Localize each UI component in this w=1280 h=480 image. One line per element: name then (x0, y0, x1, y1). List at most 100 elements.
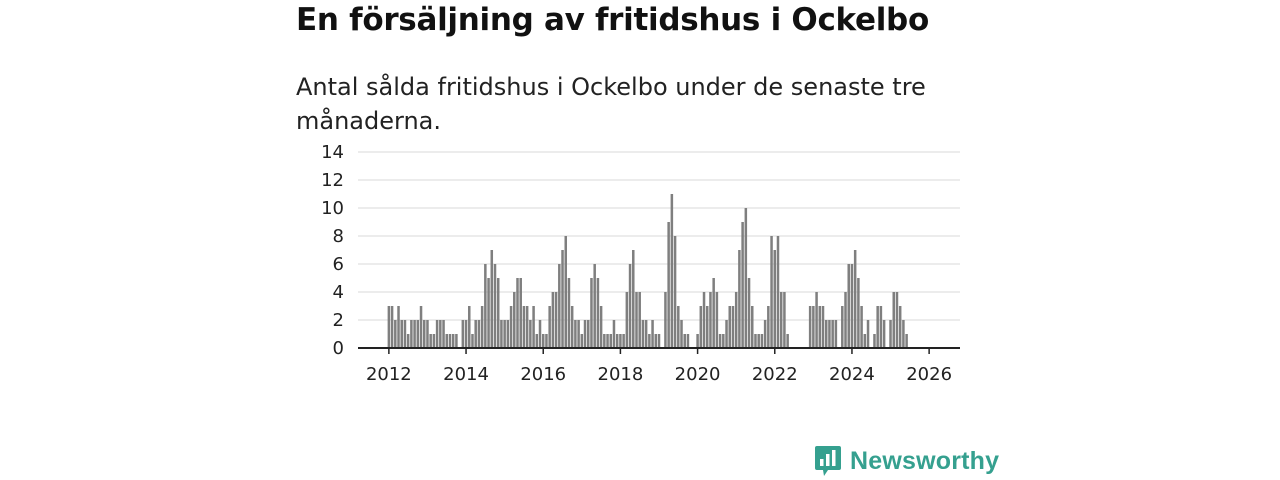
bar (535, 334, 539, 348)
bar (841, 306, 844, 348)
bar (699, 306, 703, 348)
bar (725, 320, 728, 348)
bar (416, 320, 420, 348)
y-tick-label: 10 (321, 198, 344, 219)
bar (628, 264, 632, 348)
bar (455, 334, 458, 348)
bar (783, 292, 786, 348)
bar (442, 320, 445, 348)
bar (905, 334, 908, 348)
bar (519, 278, 522, 348)
bar (394, 320, 397, 348)
bar (831, 320, 834, 348)
bar (493, 264, 497, 348)
bar (863, 334, 867, 348)
bar (564, 236, 567, 348)
bar (763, 320, 767, 348)
bar (609, 334, 613, 348)
x-tick-label: 2012 (366, 364, 412, 385)
bar (670, 194, 674, 348)
bar (406, 334, 410, 348)
chart-subtitle: Antal sålda fritidshus i Ockelbo under d… (296, 73, 926, 135)
bar (403, 320, 407, 348)
bar (596, 278, 600, 348)
bar (554, 292, 558, 348)
newsworthy-logo-icon (815, 446, 841, 476)
bar (847, 264, 850, 348)
bar (477, 320, 481, 348)
bar (480, 306, 484, 348)
bar (728, 306, 731, 348)
bar (657, 334, 661, 348)
bar (738, 250, 741, 348)
bar (513, 292, 516, 348)
x-tick-label: 2024 (829, 364, 875, 385)
y-tick-label: 12 (321, 170, 344, 191)
bar (747, 278, 751, 348)
bar (545, 334, 548, 348)
bar (635, 292, 638, 348)
bar (757, 334, 760, 348)
bar (828, 320, 831, 348)
bar (882, 320, 886, 348)
y-tick-label: 14 (321, 142, 344, 163)
bar (770, 236, 773, 348)
bar (873, 334, 876, 348)
bar (484, 264, 487, 348)
bar (451, 334, 455, 348)
grid-lines (358, 151, 960, 321)
bar (651, 320, 654, 348)
bar (612, 320, 616, 348)
bar-series (387, 194, 908, 348)
bar (879, 306, 883, 348)
bar (815, 292, 818, 348)
bar (538, 320, 542, 348)
bar (516, 278, 519, 348)
bar (664, 292, 667, 348)
bar (850, 264, 854, 348)
bar (718, 334, 722, 348)
bar (590, 278, 593, 348)
bar (471, 334, 474, 348)
bar (599, 306, 603, 348)
bar (760, 334, 764, 348)
bar (397, 306, 400, 348)
bar (731, 306, 735, 348)
bar (860, 306, 863, 348)
y-tick-label: 4 (333, 282, 344, 303)
bar (558, 264, 561, 348)
x-tick-label: 2020 (675, 364, 721, 385)
bar (500, 320, 503, 348)
bar (577, 320, 580, 348)
bar (644, 320, 648, 348)
y-tick-label: 2 (333, 310, 344, 331)
bar (821, 306, 825, 348)
bar (426, 320, 429, 348)
bar (435, 320, 439, 348)
bar (824, 320, 828, 348)
bar (638, 292, 641, 348)
x-tick-label: 2022 (752, 364, 798, 385)
x-tick-label: 2016 (520, 364, 566, 385)
bar (895, 292, 899, 348)
axes: 0 2 4 6 8 10 12 14 2012 2014 2016 2018 2020 2022 2024 2… (321, 142, 960, 385)
bar (818, 306, 822, 348)
bar (853, 250, 857, 348)
bar (522, 306, 526, 348)
bar (445, 334, 449, 348)
bar (503, 320, 506, 348)
bar (603, 334, 606, 348)
bar (776, 236, 780, 348)
y-tick-label: 6 (333, 254, 344, 275)
bar (892, 292, 896, 348)
bar (570, 306, 574, 348)
bar (889, 320, 892, 348)
bar (744, 208, 748, 348)
bar (580, 334, 584, 348)
bar (448, 334, 452, 348)
bar (468, 306, 471, 348)
bar (834, 320, 838, 348)
bar (461, 320, 465, 348)
bar (561, 250, 564, 348)
bar (808, 306, 812, 348)
